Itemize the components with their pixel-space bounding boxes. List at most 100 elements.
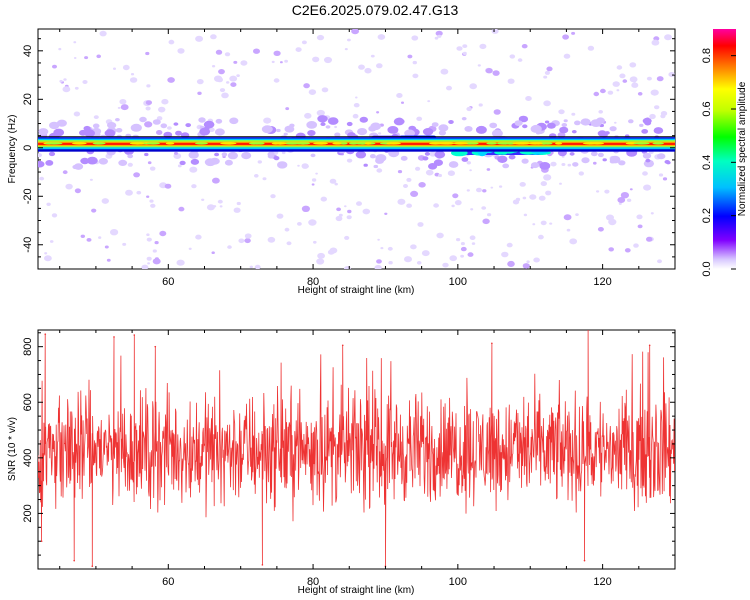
noise-speckle	[92, 123, 100, 129]
noise-speckle	[559, 182, 562, 185]
noise-speckle	[230, 82, 237, 87]
noise-speckle	[467, 252, 474, 257]
noise-speckle	[502, 163, 510, 169]
noise-speckle	[660, 114, 666, 119]
colorbar-gradient	[713, 29, 736, 269]
noise-speckle	[375, 157, 385, 164]
noise-speckle	[115, 118, 120, 122]
colorbar-tick-label: 0.2	[701, 208, 713, 223]
noise-speckle	[374, 264, 382, 269]
noise-speckle	[416, 116, 423, 122]
noise-speckle	[147, 262, 151, 265]
noise-speckle	[489, 122, 498, 129]
noise-speckle	[38, 128, 49, 136]
noise-speckle	[448, 161, 459, 168]
noise-speckle	[233, 207, 241, 213]
noise-speckle	[529, 194, 537, 200]
noise-speckle	[530, 162, 540, 169]
noise-speckle	[442, 262, 449, 268]
noise-speckle	[263, 117, 272, 124]
snr-trough-point	[40, 540, 43, 543]
noise-speckle	[44, 252, 48, 255]
noise-speckle	[462, 51, 467, 56]
noise-speckle	[507, 78, 515, 84]
noise-speckle	[469, 83, 478, 90]
noise-speckle	[152, 258, 161, 265]
noise-speckle	[620, 192, 630, 199]
noise-speckle	[410, 244, 417, 250]
noise-speckle	[226, 81, 230, 84]
main-band-ripple	[542, 142, 553, 145]
noise-speckle	[438, 130, 446, 136]
noise-speckle	[321, 87, 329, 93]
noise-speckle	[173, 122, 179, 126]
main-band-ripple	[555, 142, 563, 145]
noise-speckle	[626, 198, 632, 202]
noise-speckle	[214, 128, 225, 136]
noise-speckle	[219, 88, 226, 93]
noise-speckle	[649, 113, 656, 120]
main-band-ripple	[386, 142, 401, 145]
noise-speckle	[487, 213, 492, 217]
noise-speckle	[378, 132, 382, 135]
main-band-ripple	[248, 142, 265, 145]
noise-speckle	[451, 204, 455, 208]
noise-speckle	[285, 107, 290, 111]
noise-speckle	[571, 112, 576, 116]
noise-speckle	[156, 130, 163, 135]
noise-speckle	[362, 208, 371, 215]
noise-speckle	[39, 176, 45, 181]
page-title: C2E6.2025.079.02.47.G13	[291, 2, 459, 18]
noise-speckle	[219, 205, 223, 208]
noise-speckle	[308, 219, 317, 226]
noise-speckle	[86, 156, 98, 165]
noise-speckle	[410, 190, 419, 197]
noise-speckle	[540, 181, 547, 187]
noise-speckle	[581, 157, 590, 164]
noise-speckle	[418, 182, 426, 188]
noise-speckle	[466, 106, 472, 112]
colorbar-tick-label: 0.4	[701, 155, 713, 170]
colorbar-tick-label: 0.6	[701, 101, 713, 116]
noise-speckle	[80, 157, 90, 165]
noise-speckle	[448, 120, 454, 124]
noise-speckle	[344, 48, 348, 51]
noise-speckle	[204, 158, 216, 167]
noise-speckle	[479, 43, 487, 50]
noise-speckle	[98, 158, 109, 165]
snr-peak-point	[491, 342, 493, 345]
main-band-ripple	[486, 142, 498, 145]
noise-speckle	[490, 186, 494, 189]
noise-speckle	[144, 152, 149, 157]
noise-speckle	[619, 73, 626, 79]
noise-speckle	[199, 127, 211, 136]
noise-speckle	[633, 243, 639, 248]
noise-speckle	[301, 40, 307, 45]
noise-speckle	[320, 122, 326, 126]
noise-speckle	[422, 128, 434, 136]
noise-speckle	[276, 128, 281, 133]
noise-speckle	[376, 168, 383, 173]
noise-speckle	[212, 177, 220, 184]
noise-speckle	[642, 152, 652, 159]
noise-speckle	[393, 117, 405, 126]
noise-speckle	[377, 34, 386, 40]
noise-speckle	[145, 106, 151, 111]
noise-speckle	[616, 89, 620, 92]
noise-speckle	[412, 73, 419, 79]
noise-speckle	[284, 125, 295, 133]
noise-speckle	[475, 125, 487, 134]
noise-speckle	[62, 170, 68, 175]
noise-speckle	[612, 81, 620, 87]
noise-speckle	[544, 70, 551, 75]
noise-speckle	[216, 77, 223, 83]
noise-speckle	[387, 246, 393, 251]
noise-speckle	[519, 182, 526, 187]
noise-speckle	[370, 122, 382, 131]
noise-speckle	[454, 200, 462, 206]
noise-speckle	[482, 218, 490, 225]
noise-speckle	[544, 120, 550, 124]
noise-speckle	[416, 261, 422, 265]
noise-speckle	[624, 248, 631, 253]
noise-speckle	[236, 201, 241, 206]
